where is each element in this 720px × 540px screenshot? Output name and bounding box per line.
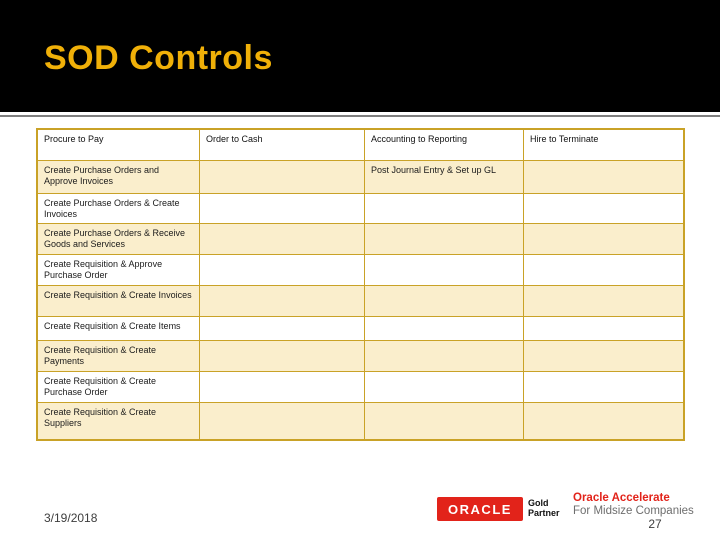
table-cell [524,341,683,372]
table-cell: Create Requisition & Approve Purchase Or… [38,255,200,286]
table-row: Create Purchase Orders and Approve Invoi… [38,161,683,194]
oracle-logo-text: ORACLE [448,501,512,517]
table-cell [524,194,683,224]
table-cell: Create Requisition & Create Invoices [38,286,200,317]
gold-partner-label: Gold Partner [528,498,560,518]
oracle-accelerate-label: Oracle Accelerate For Midsize Companies [573,492,694,518]
table-cell [524,224,683,255]
gold-partner-line2: Partner [528,508,560,518]
table-cell: Post Journal Entry & Set up GL [365,161,524,194]
table-cell [365,403,524,439]
page-number: 27 [648,517,662,531]
table-row: Create Requisition & Create Invoices [38,286,683,317]
table-cell [524,372,683,403]
slide-title: SOD Controls [44,39,273,77]
table-cell [200,341,365,372]
table-row: Create Purchase Orders & Create Invoices [38,194,683,224]
table-row: Create Requisition & Create Payments [38,341,683,372]
table-cell [365,317,524,341]
table-cell [524,403,683,439]
table-cell [200,317,365,341]
oracle-accelerate-line1: Oracle Accelerate [573,492,670,504]
oracle-accelerate-line2: For Midsize Companies [573,505,694,517]
table-cell [200,224,365,255]
table-cell [200,286,365,317]
table-cell [524,317,683,341]
table-cell [200,161,365,194]
table-cell [524,161,683,194]
table-cell [200,194,365,224]
table-cell [365,255,524,286]
header-cell: Procure to Pay [38,130,200,161]
table-row: Create Purchase Orders & Receive Goods a… [38,224,683,255]
table-cell: Create Requisition & Create Purchase Ord… [38,372,200,403]
oracle-logo: ORACLE [437,497,523,521]
gold-partner-line1: Gold [528,498,549,508]
header-cell: Accounting to Reporting [365,130,524,161]
header-cell: Hire to Terminate [524,130,683,161]
table-row: Create Requisition & Approve Purchase Or… [38,255,683,286]
title-band [0,0,720,112]
table-row: Create Requisition & Create Items [38,317,683,341]
header-cell: Order to Cash [200,130,365,161]
table-cell [365,341,524,372]
table-header-row: Procure to Pay Order to Cash Accounting to… [38,130,683,161]
table-cell [365,194,524,224]
header-divider [0,115,720,117]
table-cell: Create Requisition & Create Suppliers [38,403,200,439]
table-cell [365,286,524,317]
table-cell [365,224,524,255]
table-cell: Create Requisition & Create Payments [38,341,200,372]
table-row: Create Requisition & Create Suppliers [38,403,683,439]
table-row: Create Requisition & Create Purchase Ord… [38,372,683,403]
sod-table: Procure to Pay Order to Cash Accounting to… [36,128,685,441]
table-cell [200,372,365,403]
table-cell [365,372,524,403]
table-cell [524,255,683,286]
table-cell: Create Purchase Orders & Create Invoices [38,194,200,224]
table-cell: Create Purchase Orders & Receive Goods a… [38,224,200,255]
slide-date: 3/19/2018 [44,511,98,525]
table-cell: Create Purchase Orders and Approve Invoi… [38,161,200,194]
table-cell [200,255,365,286]
table-cell [200,403,365,439]
table-cell [524,286,683,317]
table-cell: Create Requisition & Create Items [38,317,200,341]
